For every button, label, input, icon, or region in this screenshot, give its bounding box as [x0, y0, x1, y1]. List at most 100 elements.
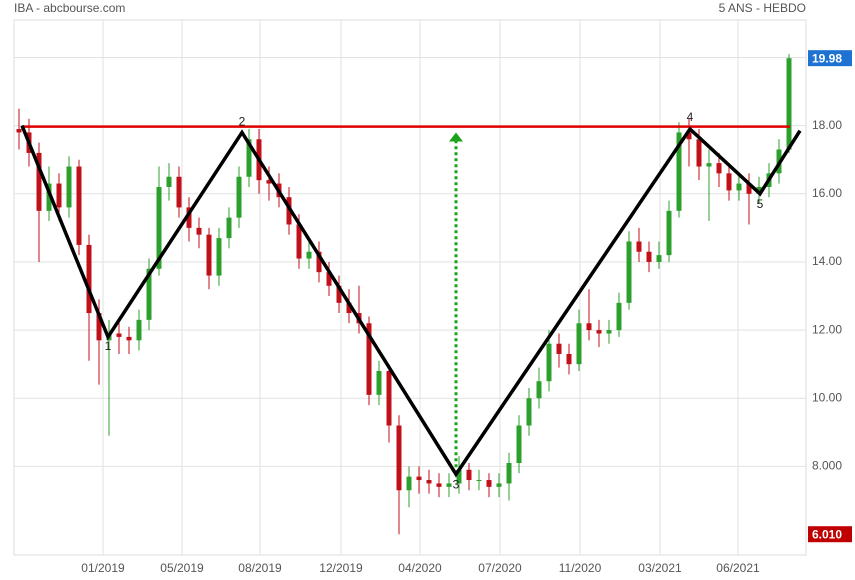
candle-body	[266, 180, 272, 184]
y-tick-label: 10.00	[812, 390, 842, 404]
candle-body	[136, 319, 142, 341]
candle-body	[176, 176, 182, 208]
candle-body	[96, 313, 102, 341]
candle-body	[296, 224, 302, 259]
candle-body	[76, 166, 82, 245]
candle-body	[226, 217, 232, 239]
pivot-label: 5	[757, 197, 764, 211]
candle-body	[446, 483, 452, 487]
candle-body	[306, 251, 312, 259]
candle-body	[166, 176, 172, 187]
candle-body	[636, 241, 642, 252]
candle-body	[146, 268, 152, 320]
candle-body	[596, 330, 602, 334]
candle-body	[726, 173, 732, 191]
x-tick-label: 04/2020	[398, 561, 442, 575]
candle-body	[666, 210, 672, 256]
candle-body	[416, 476, 422, 481]
candle-body	[516, 425, 522, 463]
candle-body	[36, 152, 42, 211]
pivot-label: 4	[687, 110, 694, 124]
candle-body	[386, 370, 392, 426]
candle-body	[566, 353, 572, 365]
candle-body	[716, 163, 722, 174]
candle-body	[186, 207, 192, 228]
candle-body	[506, 462, 512, 484]
price-flag	[808, 526, 852, 543]
candle-body	[486, 480, 492, 487]
candle-body	[236, 176, 242, 218]
chart-subtitle: 5 ANS - HEBDO	[719, 1, 806, 15]
candle-body	[336, 285, 342, 303]
candle-body	[396, 425, 402, 491]
price-flag-label: 19.98	[812, 51, 842, 65]
candle-body	[376, 370, 382, 395]
candle-body	[646, 251, 652, 262]
candle-body	[126, 336, 132, 341]
target-arrow-head	[449, 132, 463, 142]
candle-body	[116, 333, 122, 337]
candle-body	[496, 483, 502, 487]
candle-body	[466, 469, 472, 481]
candle-body	[46, 183, 52, 211]
pivot-label: 1	[105, 339, 112, 353]
x-tick-label: 12/2019	[319, 561, 363, 575]
candle-body	[626, 241, 632, 303]
y-tick-label: 14.00	[812, 254, 842, 268]
candle-body	[686, 132, 692, 140]
price-flag	[808, 50, 852, 67]
zigzag-line	[20, 124, 802, 478]
price-flag-label: 6.010	[812, 527, 842, 541]
x-tick-label: 01/2019	[81, 561, 125, 575]
candle-body	[706, 163, 712, 167]
candle-body	[206, 234, 212, 276]
candle-body	[576, 323, 582, 365]
candle-body	[526, 398, 532, 426]
chart-title: IBA - abcbourse.com	[14, 1, 125, 15]
x-tick-label: 11/2020	[559, 561, 602, 575]
candle-body	[426, 480, 432, 484]
candle-body	[286, 197, 292, 225]
candle-body	[756, 186, 762, 194]
candle-body	[16, 129, 22, 133]
candle-body	[216, 238, 222, 276]
y-tick-label: 18.00	[812, 118, 842, 132]
plot-area	[13, 19, 807, 556]
x-tick-label: 03/2021	[638, 561, 682, 575]
y-tick-label: 8.000	[812, 459, 842, 473]
pivot-label: 2	[239, 115, 246, 129]
candle-body	[676, 132, 682, 211]
candle-body	[86, 244, 92, 314]
candle-body	[346, 302, 352, 314]
candle-body	[66, 166, 72, 208]
candle-body	[736, 183, 742, 191]
x-tick-label: 08/2019	[238, 561, 282, 575]
candle-body	[366, 323, 372, 395]
y-tick-label: 12.00	[812, 322, 842, 336]
candle-body	[536, 381, 542, 399]
candle-body	[786, 58, 792, 150]
candle-body	[246, 139, 252, 177]
y-tick-label: 16.00	[812, 186, 842, 200]
candle-body	[556, 343, 562, 354]
candle-body	[606, 330, 612, 334]
candle-body	[476, 480, 482, 482]
candle-body	[196, 227, 202, 235]
candle-body	[436, 483, 442, 487]
x-tick-label: 07/2020	[478, 561, 522, 575]
x-tick-label: 05/2019	[160, 561, 204, 575]
candle-body	[316, 251, 322, 273]
x-tick-label: 06/2021	[716, 561, 760, 575]
candle-body	[546, 343, 552, 382]
candle-body	[406, 476, 412, 491]
candle-body	[746, 183, 752, 194]
pivot-label: 3	[453, 477, 460, 491]
candle-body	[156, 186, 162, 269]
candle-body	[326, 272, 332, 286]
candle-body	[456, 469, 462, 484]
candle-body	[56, 183, 62, 208]
candle-body	[656, 255, 662, 262]
candle-body	[586, 323, 592, 331]
candle-body	[696, 139, 702, 167]
